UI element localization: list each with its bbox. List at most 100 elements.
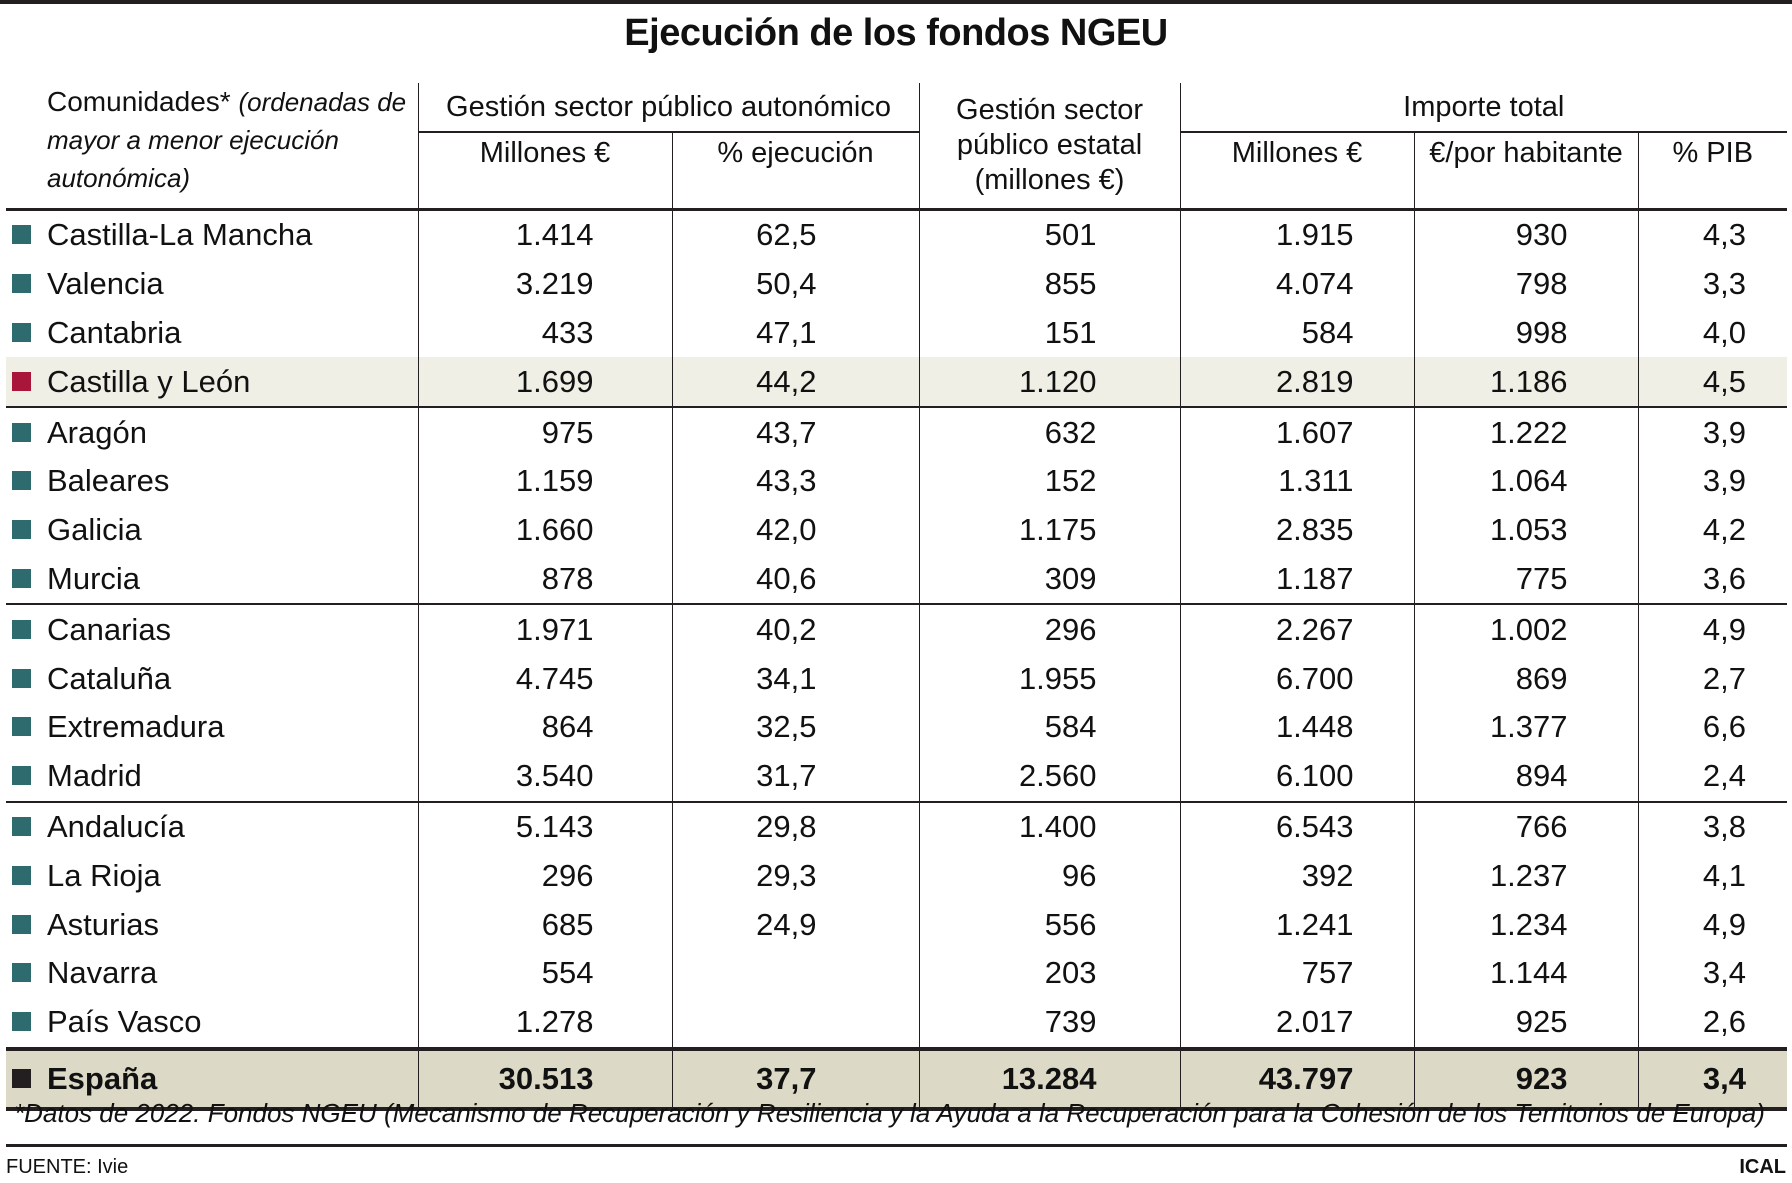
cell-aut-pct: 29,3 bbox=[671, 851, 920, 901]
square-marker-icon bbox=[12, 1012, 31, 1032]
cell-name: Valencia bbox=[6, 260, 418, 309]
cell-aut-millones: 1.699 bbox=[417, 357, 672, 408]
cell-tot-hab: 923 bbox=[1413, 1046, 1639, 1111]
square-marker-icon bbox=[12, 520, 31, 540]
cell-name: Madrid bbox=[6, 752, 418, 802]
table-row: Baleares 1.159 43,3 152 1.311 1.064 3,9 bbox=[6, 456, 1788, 506]
table-row: Aragón 975 43,7 632 1.607 1.222 3,9 bbox=[6, 406, 1788, 457]
cell-aut-pct: 32,5 bbox=[671, 702, 920, 752]
cell-tot-hab: 894 bbox=[1413, 751, 1639, 802]
footnote: *Datos de 2022. Fondos NGEU (Mecanismo d… bbox=[14, 1098, 1765, 1128]
cell-aut-pct: 31,7 bbox=[671, 751, 920, 802]
cell-name: Navarra bbox=[6, 949, 418, 998]
cell-name: Castilla-La Mancha bbox=[6, 211, 418, 260]
cell-tot-hab: 1.064 bbox=[1413, 456, 1639, 506]
cell-tot-hab: 1.002 bbox=[1413, 603, 1639, 655]
cell-aut-pct bbox=[671, 948, 920, 998]
cell-tot-millones: 6.543 bbox=[1179, 800, 1415, 852]
cell-estatal: 855 bbox=[918, 259, 1181, 309]
cell-tot-hab: 1.222 bbox=[1413, 406, 1639, 457]
cell-aut-millones: 1.414 bbox=[417, 211, 672, 260]
cell-estatal: 296 bbox=[918, 603, 1181, 655]
square-marker-icon bbox=[12, 963, 31, 983]
table-row: La Rioja 296 29,3 96 392 1.237 4,1 bbox=[6, 851, 1788, 901]
table-row: Navarra 554 203 757 1.144 3,4 bbox=[6, 948, 1788, 998]
cell-estatal: 501 bbox=[918, 211, 1181, 260]
top-rule bbox=[0, 0, 1792, 4]
cell-name: Cataluña bbox=[6, 654, 418, 703]
table-row: Cantabria 433 47,1 151 584 998 4,0 bbox=[6, 308, 1788, 358]
header-comunidades: Comunidades* (ordenadas de mayor a menor… bbox=[6, 83, 418, 210]
cell-aut-pct: 47,1 bbox=[671, 308, 920, 358]
cell-tot-hab: 1.377 bbox=[1413, 702, 1639, 752]
region-name: Navarra bbox=[47, 955, 158, 991]
cell-name: La Rioja bbox=[6, 851, 418, 900]
cell-name: Extremadura bbox=[6, 703, 418, 752]
cell-tot-millones: 2.819 bbox=[1179, 357, 1415, 408]
header-total: Importe total bbox=[1179, 83, 1788, 132]
region-name: Canarias bbox=[47, 611, 172, 647]
cell-name: Castilla y León bbox=[6, 357, 418, 408]
cell-pib: 4,0 bbox=[1637, 308, 1788, 358]
cell-aut-millones: 1.660 bbox=[417, 505, 672, 555]
square-marker-icon bbox=[12, 322, 31, 342]
cell-tot-hab: 766 bbox=[1413, 800, 1639, 852]
cell-tot-hab: 1.234 bbox=[1413, 900, 1639, 949]
cell-aut-millones: 1.971 bbox=[417, 603, 672, 655]
square-marker-icon bbox=[12, 371, 31, 391]
cell-aut-millones: 1.159 bbox=[417, 456, 672, 506]
cell-pib: 3,9 bbox=[1637, 406, 1788, 457]
square-marker-icon bbox=[12, 865, 31, 885]
header-autonomico: Gestión sector público autonómico bbox=[417, 83, 920, 132]
cell-aut-millones: 296 bbox=[417, 851, 672, 901]
cell-aut-pct: 50,4 bbox=[671, 259, 920, 309]
region-name: Murcia bbox=[47, 560, 141, 596]
cell-tot-millones: 43.797 bbox=[1179, 1046, 1415, 1111]
cell-aut-millones: 685 bbox=[417, 900, 672, 949]
region-name: Extremadura bbox=[47, 709, 225, 745]
cell-pib: 3,3 bbox=[1637, 259, 1788, 309]
cell-aut-millones: 864 bbox=[417, 702, 672, 752]
cell-aut-pct: 42,0 bbox=[671, 505, 920, 555]
table-row: Galicia 1.660 42,0 1.175 2.835 1.053 4,2 bbox=[6, 505, 1788, 555]
cell-tot-millones: 2.017 bbox=[1179, 997, 1415, 1049]
header-estatal: Gestión sector público estatal (millones… bbox=[918, 83, 1181, 210]
cell-pib: 6,6 bbox=[1637, 702, 1788, 752]
cell-estatal: 556 bbox=[918, 900, 1181, 949]
cell-name: Baleares bbox=[6, 457, 418, 506]
page-title: Ejecución de los fondos NGEU bbox=[624, 12, 1168, 54]
cell-estatal: 2.560 bbox=[918, 751, 1181, 802]
square-marker-icon bbox=[12, 668, 31, 688]
cell-tot-hab: 1.186 bbox=[1413, 357, 1639, 408]
cell-estatal: 739 bbox=[918, 997, 1181, 1049]
square-marker-icon bbox=[12, 225, 31, 245]
cell-tot-millones: 1.607 bbox=[1179, 406, 1415, 457]
cell-pib: 4,2 bbox=[1637, 505, 1788, 555]
table-row: Extremadura 864 32,5 584 1.448 1.377 6,6 bbox=[6, 702, 1788, 752]
cell-aut-millones: 30.513 bbox=[417, 1046, 672, 1111]
cell-aut-pct: 37,7 bbox=[671, 1046, 920, 1111]
region-name: Galicia bbox=[47, 512, 142, 548]
cell-estatal: 1.175 bbox=[918, 505, 1181, 555]
region-name: Baleares bbox=[47, 463, 170, 499]
cell-estatal: 309 bbox=[918, 554, 1181, 605]
cell-tot-hab: 1.144 bbox=[1413, 948, 1639, 998]
header-tot-hab: €/por habitante bbox=[1413, 131, 1639, 210]
cell-name: Galicia bbox=[6, 506, 418, 555]
cell-pib: 2,6 bbox=[1637, 997, 1788, 1049]
square-marker-icon bbox=[12, 619, 31, 639]
cell-pib: 2,7 bbox=[1637, 654, 1788, 703]
cell-estatal: 584 bbox=[918, 702, 1181, 752]
cell-aut-pct: 43,3 bbox=[671, 456, 920, 506]
cell-name: España bbox=[6, 1046, 418, 1111]
cell-aut-pct: 43,7 bbox=[671, 406, 920, 457]
cell-aut-millones: 3.219 bbox=[417, 259, 672, 309]
cell-tot-millones: 1.241 bbox=[1179, 900, 1415, 949]
square-marker-icon bbox=[12, 471, 31, 491]
cell-estatal: 13.284 bbox=[918, 1046, 1181, 1111]
region-name: La Rioja bbox=[47, 857, 161, 893]
cell-tot-millones: 584 bbox=[1179, 308, 1415, 358]
cell-estatal: 632 bbox=[918, 406, 1181, 457]
cell-aut-millones: 4.745 bbox=[417, 654, 672, 703]
corner-main: Comunidades* bbox=[47, 86, 231, 117]
